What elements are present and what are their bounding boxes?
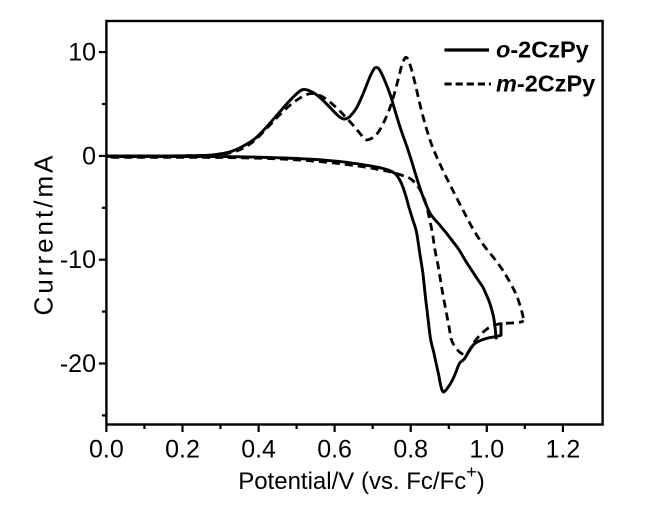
- svg-text:Current/mA: Current/mA: [29, 153, 59, 316]
- svg-text:0.2: 0.2: [165, 435, 200, 463]
- svg-text:1.0: 1.0: [469, 435, 504, 463]
- svg-text:0.8: 0.8: [393, 435, 428, 463]
- svg-text:0.6: 0.6: [317, 435, 352, 463]
- svg-text:10: 10: [68, 39, 96, 67]
- svg-text:m-2CzPy: m-2CzPy: [496, 71, 595, 97]
- svg-text:-20: -20: [60, 350, 96, 378]
- svg-text:0: 0: [82, 142, 96, 170]
- svg-text:0.0: 0.0: [89, 435, 124, 463]
- svg-text:1.2: 1.2: [546, 435, 581, 463]
- svg-text:o-2CzPy: o-2CzPy: [496, 37, 589, 63]
- svg-text:0.4: 0.4: [241, 435, 276, 463]
- svg-text:Potential/V (vs. Fc/Fc+): Potential/V (vs. Fc/Fc+): [238, 462, 485, 495]
- svg-text:-10: -10: [60, 246, 96, 274]
